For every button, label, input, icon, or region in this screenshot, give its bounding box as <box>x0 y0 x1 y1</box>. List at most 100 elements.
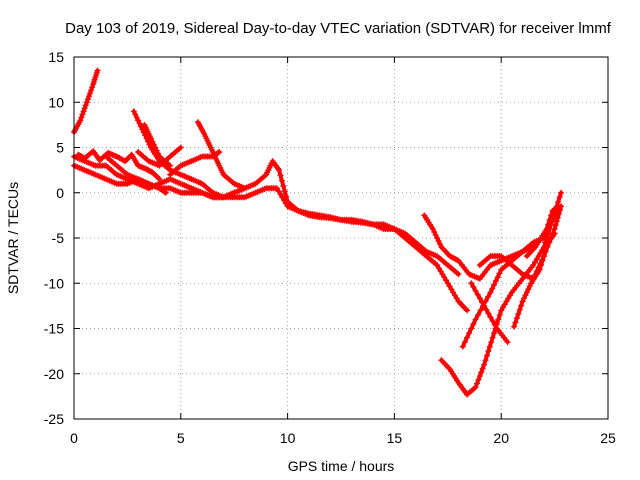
data-point <box>552 222 559 229</box>
data-point <box>548 235 555 241</box>
data-point <box>444 280 451 287</box>
data-point <box>491 330 498 337</box>
y-tick-label: 10 <box>48 94 64 110</box>
data-point <box>450 289 457 296</box>
data-point <box>277 172 284 179</box>
data-point <box>153 147 160 154</box>
data-point <box>535 264 542 271</box>
data-point <box>435 238 442 245</box>
data-point <box>533 268 540 275</box>
data-point <box>539 256 546 263</box>
data-point <box>549 230 556 237</box>
grid-lines <box>74 57 608 419</box>
data-point <box>83 99 90 106</box>
x-tick-label: 0 <box>70 430 78 446</box>
data-point <box>494 274 501 281</box>
data-point <box>498 307 505 314</box>
data-point <box>140 129 147 136</box>
data-point <box>485 310 492 317</box>
y-axis-label: SDTVAR / TECUs <box>5 182 21 294</box>
data-point <box>136 120 143 127</box>
data-point <box>466 330 473 337</box>
data-point <box>518 302 525 309</box>
data-point <box>555 198 562 205</box>
data-point <box>130 108 137 115</box>
data-point <box>477 307 484 314</box>
data-point <box>461 339 468 346</box>
data-point <box>464 307 471 314</box>
data-point <box>81 105 88 112</box>
data-point <box>82 102 89 109</box>
data-point <box>155 175 162 182</box>
data-point <box>553 218 560 225</box>
data-point <box>77 117 84 124</box>
data-point <box>275 188 282 195</box>
data-point <box>446 283 453 290</box>
data-point <box>472 384 479 391</box>
data-point <box>505 295 512 302</box>
data-point <box>468 280 475 287</box>
data-point <box>533 256 540 263</box>
data-point <box>241 185 248 192</box>
data-point <box>283 193 290 200</box>
data-point <box>499 304 506 311</box>
data-point <box>504 339 511 346</box>
data-point <box>476 295 483 302</box>
data-point <box>216 149 223 156</box>
data-point <box>478 299 485 306</box>
data-point <box>492 277 499 284</box>
data-point <box>88 87 95 94</box>
data-point <box>429 225 436 232</box>
data-point <box>147 135 154 142</box>
data-point <box>479 365 486 372</box>
data-point <box>443 277 450 284</box>
data-point <box>540 253 547 260</box>
data-point <box>513 315 520 322</box>
data-point <box>435 265 442 272</box>
data-point <box>441 274 448 281</box>
axis-ticks: 0 5 10 15 20 25 -25 -20 -15 -10 -5 0 5 10 15 <box>44 49 616 446</box>
data-point <box>512 319 519 326</box>
data-point <box>482 357 489 364</box>
data-point <box>472 316 479 323</box>
data-point <box>439 271 446 278</box>
data-point <box>532 271 539 278</box>
data-point <box>537 260 544 267</box>
data-point <box>273 185 280 192</box>
data-point <box>532 259 539 266</box>
data-point <box>483 306 490 313</box>
data-point <box>431 228 438 235</box>
data-point <box>537 250 544 257</box>
data-point <box>535 253 542 260</box>
data-point <box>487 289 494 296</box>
data-point <box>280 182 287 189</box>
data-point <box>489 317 496 324</box>
data-point <box>496 311 503 318</box>
data-point <box>487 314 494 321</box>
data-point <box>277 191 284 198</box>
data-point <box>137 123 144 130</box>
data-point <box>177 144 184 151</box>
data-point <box>481 361 488 368</box>
data-point <box>80 108 87 115</box>
data-point <box>546 239 553 246</box>
data-point <box>437 268 444 275</box>
data-points <box>71 67 565 398</box>
data-point <box>496 270 503 277</box>
series-track-q <box>523 203 565 260</box>
data-point <box>89 84 96 91</box>
series-track-g <box>141 121 174 169</box>
y-tick-label: 0 <box>56 185 64 201</box>
data-point <box>558 189 565 196</box>
data-point <box>551 225 558 232</box>
data-point <box>526 283 533 290</box>
data-point <box>483 352 490 359</box>
y-tick-label: -15 <box>44 321 64 337</box>
data-point <box>486 343 493 350</box>
x-tick-label: 25 <box>600 430 616 446</box>
data-point <box>432 231 439 238</box>
y-tick-label: -5 <box>52 230 65 246</box>
data-point <box>459 343 466 350</box>
data-point <box>519 298 526 305</box>
